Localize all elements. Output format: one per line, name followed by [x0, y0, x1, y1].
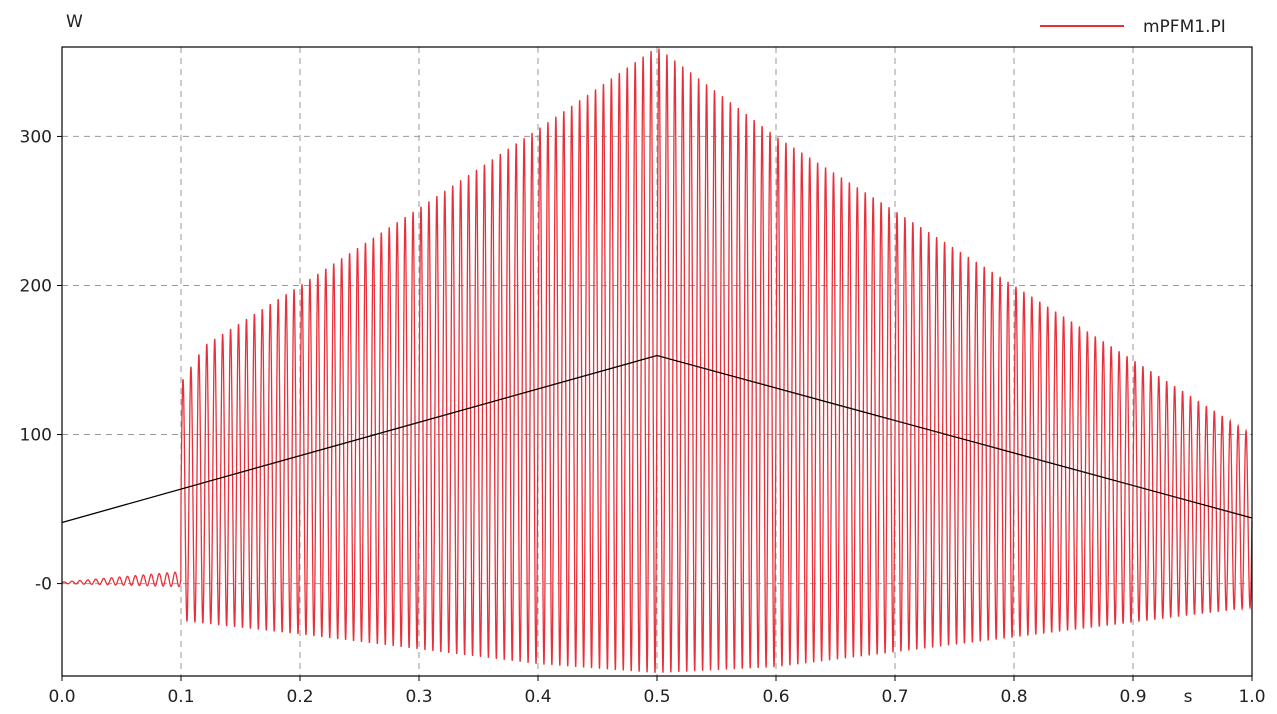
x-tick-label: 0.6	[762, 687, 789, 707]
legend[interactable]: mPFM1.PI	[1040, 17, 1226, 37]
y-tick-label: 100	[20, 426, 52, 446]
x-axis-unit-label: s	[1184, 687, 1193, 707]
x-tick-label: 0.0	[48, 687, 75, 707]
x-tick-label: 0.2	[286, 687, 313, 707]
x-tick-label: 0.8	[1000, 687, 1027, 707]
plot-layer	[61, 48, 1253, 673]
x-tick-label: 0.1	[167, 687, 194, 707]
x-tick-label: 0.5	[643, 687, 670, 707]
legend-label-mpfm1-pi: mPFM1.PI	[1143, 17, 1226, 37]
x-tick-label: 0.7	[881, 687, 908, 707]
tick-layer: 0.0 0.1 0.2 0.3 0.4 0.5 0.6 0.7 0.8 0.9 1.0 -0 100 20…	[20, 127, 1266, 707]
x-tick-label: 0.9	[1119, 687, 1146, 707]
series-line-mpfm1-pi	[61, 48, 1253, 673]
x-tick-label: 0.4	[524, 687, 551, 707]
series-line-black	[61, 354, 1253, 524]
y-tick-label: -0	[35, 575, 52, 595]
y-tick-label: 200	[20, 276, 52, 296]
x-tick-label: 1.0	[1238, 687, 1265, 707]
y-tick-label: 300	[20, 127, 52, 147]
y-axis-unit-label: W	[66, 12, 83, 32]
x-tick-label: 0.3	[405, 687, 432, 707]
